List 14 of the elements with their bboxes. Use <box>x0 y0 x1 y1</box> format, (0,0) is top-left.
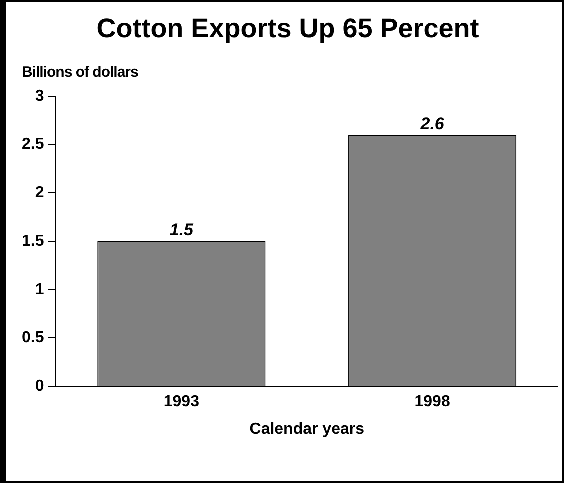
data-label: 2.6 <box>420 114 445 134</box>
y-tick-label: 2 <box>35 184 44 202</box>
y-axis-title: Billions of dollars <box>22 64 138 81</box>
data-label: 1.5 <box>170 220 194 240</box>
y-tick-label: 2.5 <box>22 136 44 154</box>
y-tick-label: 1.5 <box>22 232 44 250</box>
y-tick-label: 3 <box>35 88 44 105</box>
y-tick-label: 1 <box>35 281 44 298</box>
y-tick-label: 0 <box>35 378 44 396</box>
x-axis-title: Calendar years <box>250 420 365 438</box>
chart-title: Cotton Exports Up 65 Percent <box>96 14 480 44</box>
x-tick-label: 1993 <box>164 394 200 411</box>
y-tick-label: 0.5 <box>22 330 44 347</box>
x-tick-label: 1998 <box>414 394 450 411</box>
